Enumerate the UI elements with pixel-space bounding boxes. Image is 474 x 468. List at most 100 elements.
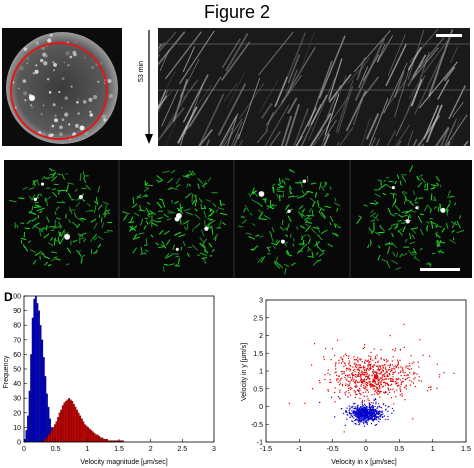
scatter-point — [395, 382, 398, 385]
scatter-point — [341, 385, 344, 387]
scatter-point — [398, 384, 400, 386]
scatter-point — [384, 368, 386, 370]
scatter-point — [349, 407, 351, 409]
scatter-point — [361, 418, 363, 420]
scatter-point — [388, 366, 391, 368]
scatter-point — [359, 413, 361, 416]
scale-bar — [436, 34, 462, 37]
scatter-point — [360, 421, 362, 423]
scatter-point — [408, 376, 410, 379]
scatter-point — [362, 411, 365, 413]
scatter-point — [352, 405, 354, 407]
scatter-point — [377, 379, 379, 381]
scatter-point — [360, 376, 362, 378]
hist-y-tick-label: 40 — [13, 381, 21, 388]
scatter-point — [389, 334, 391, 337]
scatter-point — [386, 375, 388, 378]
scatter-point — [362, 373, 364, 375]
scatter-point — [363, 374, 365, 376]
scatter-point — [375, 411, 377, 413]
scatter-point — [359, 423, 361, 425]
scatter-point — [360, 415, 362, 417]
hist-bar — [27, 415, 29, 443]
scatter-point — [374, 418, 376, 420]
scatter-point — [375, 356, 377, 358]
scatter-point — [377, 416, 379, 418]
scatter-point — [376, 390, 378, 392]
scatter-point — [348, 387, 350, 390]
scatter-point — [394, 348, 397, 350]
scatter-point — [390, 369, 392, 371]
scatter-point — [372, 405, 374, 407]
scatter-point — [371, 415, 373, 417]
scatter-point — [367, 368, 369, 370]
hist-bar — [42, 357, 45, 443]
scatter-point — [360, 375, 362, 377]
scatter-point — [375, 398, 377, 401]
scatter-point — [339, 398, 341, 400]
scatter-point — [346, 367, 348, 369]
scatter-point — [349, 394, 352, 396]
scatter-point — [439, 373, 441, 376]
scatter-point — [370, 385, 372, 387]
scatter-point — [350, 414, 352, 417]
scatter-y-tick-label: 1 — [259, 369, 263, 376]
scatter-point — [368, 412, 370, 414]
scatter-point — [361, 412, 363, 414]
scatter-point — [364, 379, 366, 381]
scatter-point — [355, 411, 357, 413]
scatter-point — [361, 418, 363, 421]
scatter-point — [400, 383, 402, 385]
hist-bar — [95, 434, 97, 443]
scatter-point — [380, 378, 382, 380]
scatter-point — [364, 406, 366, 409]
scatter-point — [361, 402, 363, 404]
hist-bar — [46, 437, 48, 443]
scatter-point — [385, 405, 387, 407]
scatter-point — [357, 382, 359, 384]
scatter-point — [359, 420, 361, 422]
scatter-point — [376, 407, 378, 409]
scatter-point — [334, 387, 336, 389]
scatter-point — [429, 355, 431, 357]
scatter-point — [365, 421, 367, 423]
scatter-point — [358, 381, 360, 383]
scatter-point — [387, 393, 389, 395]
scatter-point — [372, 366, 374, 368]
scatter-point — [366, 419, 368, 421]
hist-bar — [103, 438, 105, 443]
scatter-point — [363, 361, 366, 363]
scatter-x-tick-label: 0 — [364, 446, 368, 453]
scatter-point — [378, 368, 380, 370]
scatter-point — [373, 399, 375, 401]
scatter-point — [360, 415, 362, 418]
scatter-point — [359, 418, 361, 421]
scatter-point — [414, 377, 416, 379]
scatter-point — [395, 366, 398, 368]
scatter-point — [391, 364, 394, 366]
scatter-point — [379, 387, 381, 389]
scatter-point — [357, 361, 359, 363]
scatter-point — [370, 409, 372, 411]
scatter-point — [364, 366, 366, 369]
scatter-point — [352, 410, 355, 412]
scatter-point — [366, 406, 368, 408]
scatter-point — [358, 373, 360, 376]
scatter-point — [351, 420, 353, 422]
scatter-point — [391, 407, 394, 410]
scatter-point — [360, 406, 362, 408]
scatter-point — [395, 383, 397, 385]
scatter-y-tick-label: 0.5 — [253, 386, 263, 393]
scatter-point — [393, 391, 396, 393]
scatter-x-tick-label: -1 — [296, 446, 302, 453]
scatter-point — [352, 372, 354, 374]
scatter-point — [364, 414, 367, 416]
scatter-point — [380, 384, 383, 386]
scatter-point — [369, 368, 371, 370]
scatter-point — [342, 361, 344, 363]
scatter-point — [361, 416, 363, 418]
scatter-point — [375, 423, 378, 426]
scatter-point — [337, 375, 340, 377]
scatter-point — [387, 375, 389, 377]
scatter-point — [344, 353, 346, 355]
